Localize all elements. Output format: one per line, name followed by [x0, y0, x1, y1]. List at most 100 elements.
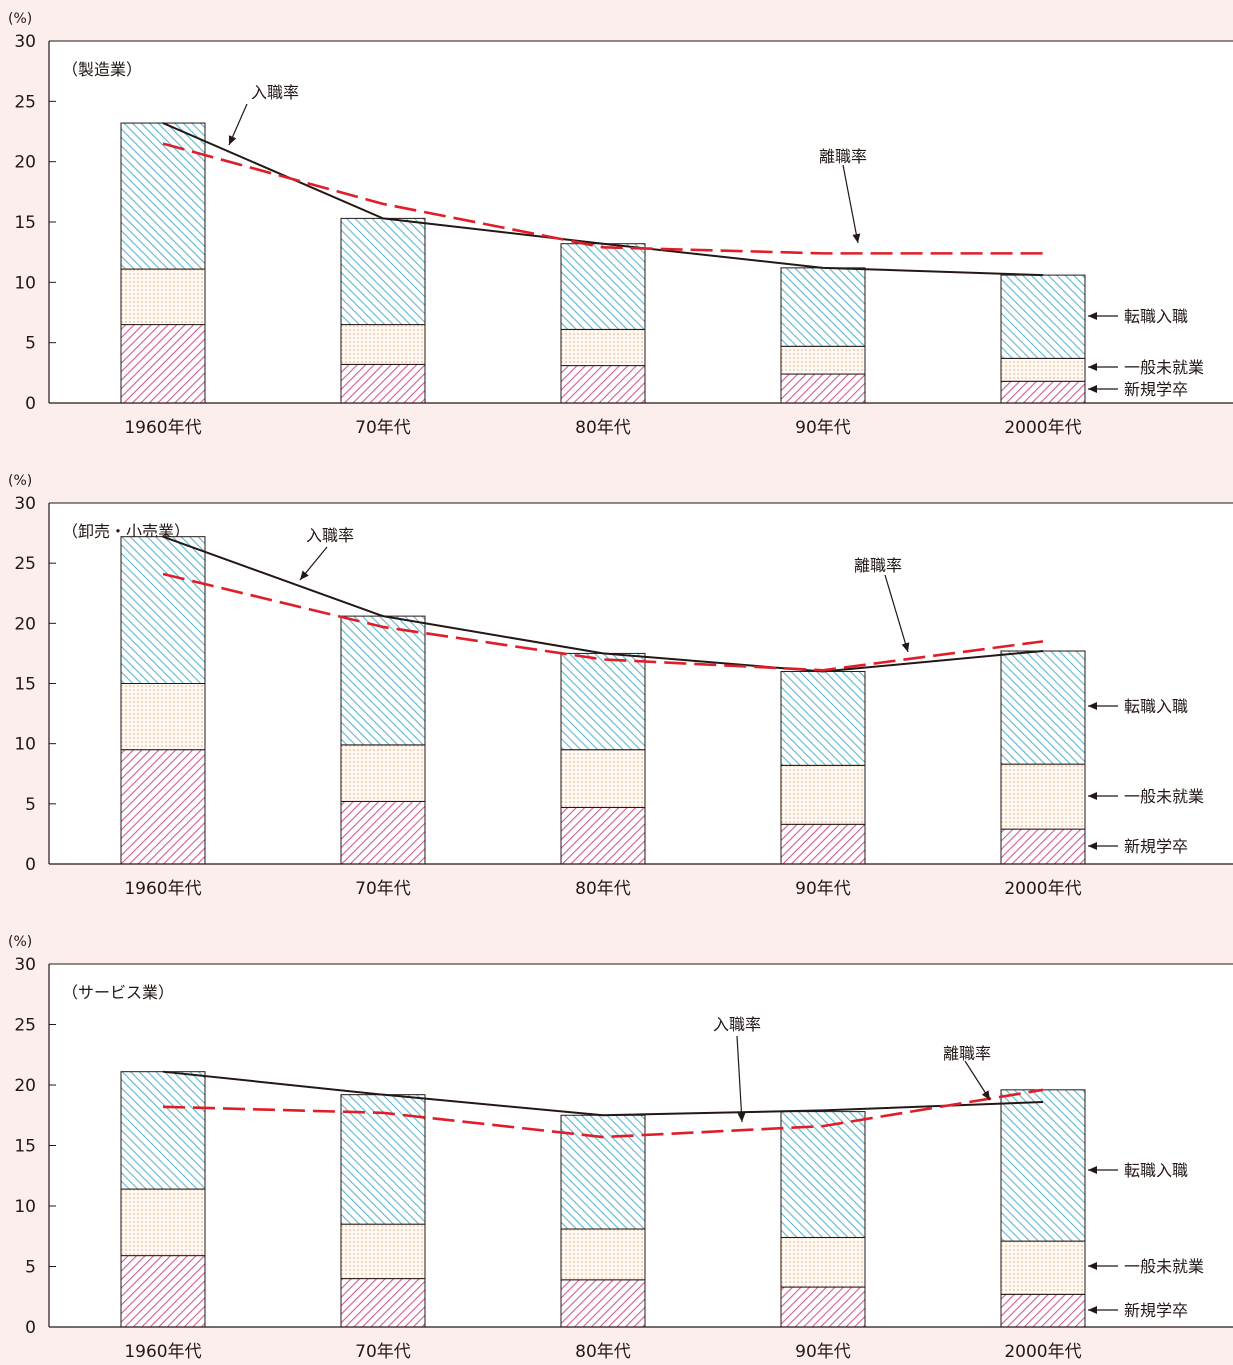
x-category-label: 2000年代 — [1004, 418, 1081, 438]
y-tick-label: 5 — [25, 334, 36, 354]
legend-label: 一般未就業 — [1124, 787, 1204, 806]
y-tick-label: 15 — [14, 213, 36, 233]
x-category-label: 2000年代 — [1004, 1342, 1081, 1362]
bar-segment-new-grad — [340, 1278, 426, 1328]
bar-segment-new-grad — [120, 1255, 206, 1328]
bar-segment-new-grad — [780, 1286, 866, 1328]
exit-rate-annotation: 離職率 — [943, 1044, 991, 1063]
bar-segment-job-change — [780, 670, 866, 766]
exit-rate-line — [162, 1088, 1044, 1139]
bar-segment-job-change — [120, 1071, 206, 1190]
bar-segment-job-change — [560, 243, 646, 330]
y-tick-label: 10 — [14, 273, 36, 293]
y-tick-label: 0 — [25, 855, 36, 875]
bar-segment-general — [1000, 763, 1086, 830]
exit-rate-arrow — [964, 1060, 991, 1101]
x-category-label: 80年代 — [575, 879, 631, 899]
bar-segment-general — [340, 1223, 426, 1280]
y-axis-unit: (%) — [8, 473, 32, 489]
y-tick-label: 15 — [14, 1137, 36, 1157]
legend-label: 一般未就業 — [1124, 1257, 1204, 1276]
bar-segment-general — [560, 328, 646, 367]
bar-segment-new-grad — [780, 373, 866, 404]
bar-segment-general — [120, 1188, 206, 1257]
y-axis-unit: (%) — [8, 934, 32, 950]
legend-label: 転職入職 — [1124, 1161, 1188, 1180]
entry-rate-line — [162, 535, 1044, 673]
bar-segment-job-change — [340, 615, 426, 746]
x-category-label: 90年代 — [795, 879, 851, 899]
bar-segment-general — [560, 1228, 646, 1281]
x-category-label: 90年代 — [795, 418, 851, 438]
entry-rate-annotation: 入職率 — [713, 1015, 761, 1034]
bar-segment-job-change — [120, 122, 206, 270]
bar-segment-general — [780, 764, 866, 825]
x-category-label: 1960年代 — [124, 1342, 201, 1362]
panel-title: （製造業） — [62, 60, 142, 79]
bar-segment-job-change — [560, 1114, 646, 1230]
y-tick-label: 20 — [14, 153, 36, 173]
y-tick-label: 30 — [14, 494, 36, 514]
bar-segment-general — [560, 749, 646, 808]
legend-label: 新規学卒 — [1124, 1301, 1188, 1320]
legend-label: 新規学卒 — [1124, 380, 1188, 399]
legend-label: 新規学卒 — [1124, 837, 1188, 856]
bar-segment-new-grad — [780, 823, 866, 865]
legend-label: 転職入職 — [1124, 697, 1188, 716]
bar-segment-general — [780, 345, 866, 375]
bar-segment-new-grad — [120, 749, 206, 865]
exit-rate-arrow — [842, 164, 861, 244]
bar-segment-general — [340, 324, 426, 365]
bar-segment-job-change — [780, 267, 866, 347]
exit-rate-line — [162, 572, 1044, 672]
y-tick-label: 5 — [25, 795, 36, 815]
entry-rate-arrow — [299, 546, 328, 581]
y-axis-unit: (%) — [8, 11, 32, 27]
bar-segment-job-change — [1000, 274, 1086, 359]
y-tick-label: 5 — [25, 1258, 36, 1278]
bar-segment-job-change — [340, 217, 426, 326]
y-tick-label: 25 — [14, 554, 36, 574]
legend-label: 転職入職 — [1124, 307, 1188, 326]
y-tick-label: 30 — [14, 32, 36, 52]
x-category-label: 80年代 — [575, 1342, 631, 1362]
bar-segment-general — [780, 1236, 866, 1288]
bar-segment-job-change — [1000, 1089, 1086, 1242]
y-tick-label: 25 — [14, 1016, 36, 1036]
entry-rate-arrow — [228, 103, 248, 146]
bar-segment-job-change — [560, 652, 646, 751]
bar-segment-job-change — [120, 536, 206, 685]
entry-rate-annotation: 入職率 — [251, 83, 299, 102]
x-category-label: 1960年代 — [124, 418, 201, 438]
exit-rate-annotation: 離職率 — [854, 556, 902, 575]
bar-segment-general — [340, 744, 426, 802]
x-category-label: 80年代 — [575, 418, 631, 438]
entry-rate-line — [162, 122, 1044, 277]
y-tick-label: 10 — [14, 735, 36, 755]
exit-rate-annotation: 離職率 — [819, 147, 867, 166]
y-tick-label: 15 — [14, 675, 36, 695]
bar-segment-job-change — [780, 1111, 866, 1238]
bar-segment-general — [1000, 1240, 1086, 1295]
x-category-label: 70年代 — [355, 418, 411, 438]
entry-rate-arrow — [736, 1035, 746, 1123]
y-tick-label: 10 — [14, 1197, 36, 1217]
exit-rate-line — [162, 142, 1043, 255]
bar-segment-new-grad — [340, 800, 426, 865]
chart-panel: (%) 0 5 10 15 20 25 30 （サービス業） 1960年代 70年代 80年代 90年代… — [8, 934, 1233, 1362]
exit-rate-arrow — [884, 574, 910, 653]
bar-segment-new-grad — [1000, 1293, 1086, 1328]
x-category-label: 70年代 — [355, 1342, 411, 1362]
entry-rate-annotation: 入職率 — [306, 526, 354, 545]
x-category-label: 70年代 — [355, 879, 411, 899]
bar-segment-new-grad — [120, 324, 206, 404]
y-tick-label: 0 — [25, 1318, 36, 1338]
x-category-label: 90年代 — [795, 1342, 851, 1362]
legend-label: 一般未就業 — [1124, 358, 1204, 377]
bar-segment-job-change — [1000, 650, 1086, 765]
x-category-label: 2000年代 — [1004, 879, 1081, 899]
bar-segment-new-grad — [560, 806, 646, 865]
y-tick-label: 20 — [14, 614, 36, 634]
